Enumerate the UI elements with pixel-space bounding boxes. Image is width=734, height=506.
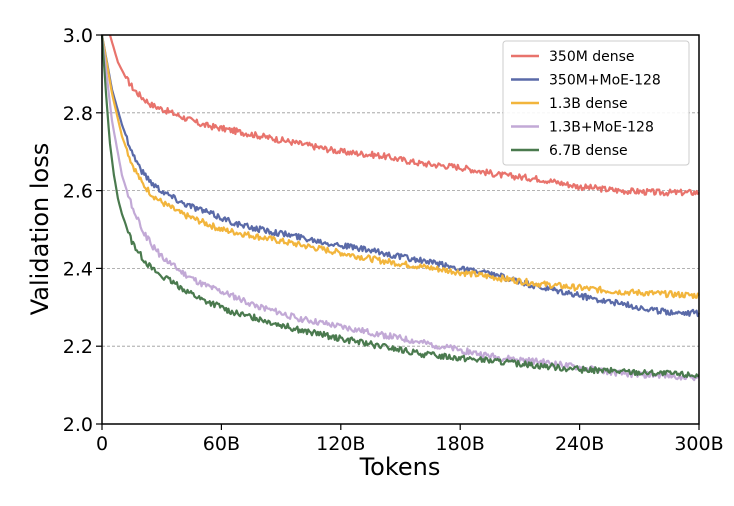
axis-ticks: 0 60B 120B 180B 240B 300B 2.0 2.2 2.4 2.6 2.8 3.0 xyxy=(63,25,724,455)
y-axis-title: Validation loss xyxy=(26,143,54,316)
x-tick-label-3: 180B xyxy=(436,433,485,455)
y-tick-label-0: 2.0 xyxy=(63,414,93,436)
x-tick-label-4: 240B xyxy=(555,433,604,455)
y-tick-label-3: 2.6 xyxy=(63,181,93,203)
legend: 350M dense 350M+MoE-128 1.3B dense 1.3B+MoE… xyxy=(502,40,690,166)
legend-box xyxy=(502,40,690,166)
x-axis-title: Tokens xyxy=(359,453,441,481)
y-tick-label-1: 2.2 xyxy=(63,336,93,358)
legend-label-0: 350M dense xyxy=(549,49,635,65)
legend-label-3: 1.3B+MoE-128 xyxy=(549,120,654,136)
x-tick-label-5: 300B xyxy=(674,433,723,455)
plot-frame xyxy=(101,34,700,425)
x-tick-label-1: 60B xyxy=(203,433,240,455)
x-tick-label-0: 0 xyxy=(96,433,108,455)
legend-label-1: 350M+MoE-128 xyxy=(549,73,661,89)
y-tick-label-2: 2.4 xyxy=(63,258,93,280)
series-line-2 xyxy=(100,34,700,299)
legend-label-2: 1.3B dense xyxy=(549,96,628,112)
x-tick-label-2: 120B xyxy=(316,433,365,455)
series-lines xyxy=(100,34,701,382)
y-tick-label-4: 2.8 xyxy=(63,103,93,125)
y-tick-label-5: 3.0 xyxy=(63,25,93,47)
series-line-4 xyxy=(100,34,700,379)
series-line-0 xyxy=(108,34,700,197)
series-line-1 xyxy=(100,34,701,318)
legend-label-4: 6.7B dense xyxy=(549,143,628,159)
